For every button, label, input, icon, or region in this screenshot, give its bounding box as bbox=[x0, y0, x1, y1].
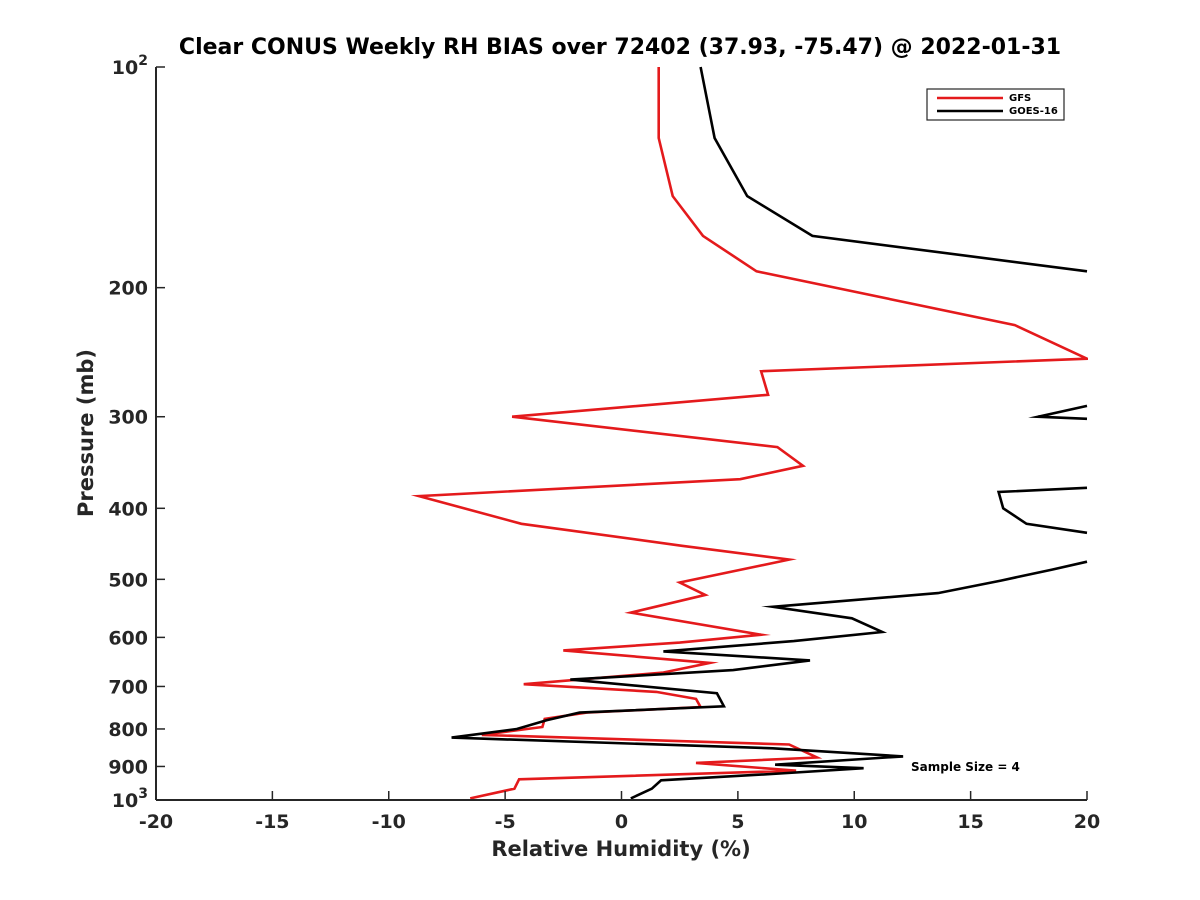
y-tick-label: 102 bbox=[112, 53, 148, 79]
y-tick-label: 103 bbox=[112, 786, 148, 812]
legend-label-goes16: GOES-16 bbox=[1009, 106, 1058, 117]
x-tick-label: -15 bbox=[255, 811, 289, 833]
chart-title: Clear CONUS Weekly RH BIAS over 72402 (3… bbox=[179, 35, 1061, 60]
series-line-gfs bbox=[410, 67, 1088, 800]
x-axis-label: Relative Humidity (%) bbox=[491, 837, 750, 861]
series-line-goes16-1 bbox=[699, 66, 1088, 273]
y-tick-label: 900 bbox=[108, 756, 148, 778]
series-line-goes16-4 bbox=[451, 560, 1088, 800]
y-tick-label: 500 bbox=[108, 569, 148, 591]
y-tick-label: 300 bbox=[108, 407, 148, 429]
x-tick-label: -10 bbox=[372, 811, 406, 833]
x-tick-label: 15 bbox=[957, 811, 983, 833]
series-line-goes16-3 bbox=[996, 486, 1088, 535]
legend: GFS GOES-16 bbox=[926, 88, 1065, 121]
y-ticks: 102 200 300 400 500 600 700 800 900 103 bbox=[108, 53, 165, 812]
series-line-goes16-2 bbox=[1028, 404, 1088, 421]
x-tick-label: -20 bbox=[139, 811, 173, 833]
legend-label-gfs: GFS bbox=[1009, 93, 1031, 104]
legend-box bbox=[926, 88, 1065, 121]
y-tick-label: 400 bbox=[108, 498, 148, 520]
x-tick-label: 0 bbox=[615, 811, 628, 833]
x-tick-label: 10 bbox=[841, 811, 867, 833]
sample-size-annotation: Sample Size = 4 bbox=[911, 760, 1020, 774]
x-ticks: -20 -15 -10 -5 0 5 10 15 20 bbox=[139, 791, 1100, 833]
y-tick-label: 600 bbox=[108, 627, 148, 649]
y-tick-label: 200 bbox=[108, 278, 148, 300]
x-tick-label: 5 bbox=[731, 811, 744, 833]
y-tick-label: 700 bbox=[108, 676, 148, 698]
plot-area bbox=[410, 66, 1088, 800]
x-tick-label: 20 bbox=[1074, 811, 1100, 833]
y-axis-label: Pressure (mb) bbox=[74, 349, 98, 517]
y-tick-label: 800 bbox=[108, 719, 148, 741]
x-tick-label: -5 bbox=[495, 811, 516, 833]
